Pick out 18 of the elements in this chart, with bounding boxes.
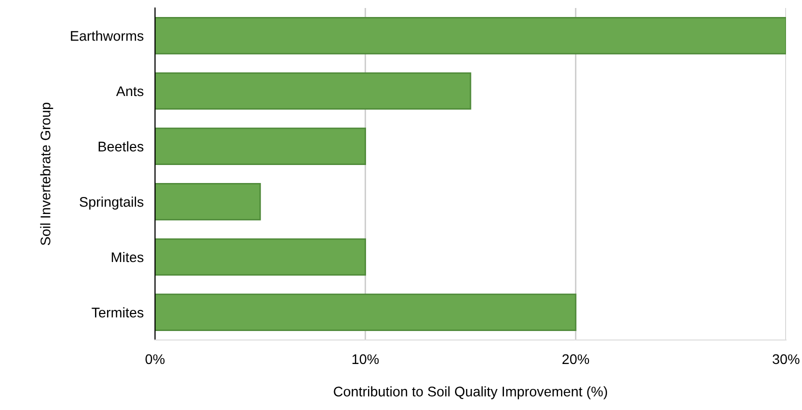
y-tick-label: Earthworms <box>70 30 144 41</box>
bar <box>155 182 261 220</box>
y-axis-title: Soil Invertebrate Group <box>40 102 54 246</box>
y-tick-label: Mites <box>112 252 144 262</box>
y-tick-label: Ants <box>116 86 144 96</box>
bar <box>155 238 366 276</box>
bar <box>155 72 472 110</box>
y-tick-label: Termites <box>92 307 144 318</box>
bar <box>155 294 576 332</box>
x-tick-label: 10% <box>352 354 379 364</box>
bar <box>155 128 366 166</box>
y-tick-label: Beetles <box>98 141 144 152</box>
y-tick-label: Springtails <box>80 196 144 210</box>
x-axis-title: Contribution to Soil Quality Improvement (%) <box>334 386 608 400</box>
x-tick-label: 30% <box>772 354 800 364</box>
x-tick-label: 20% <box>562 354 590 364</box>
x-tick-label: 0% <box>146 354 165 364</box>
bar <box>155 16 786 54</box>
